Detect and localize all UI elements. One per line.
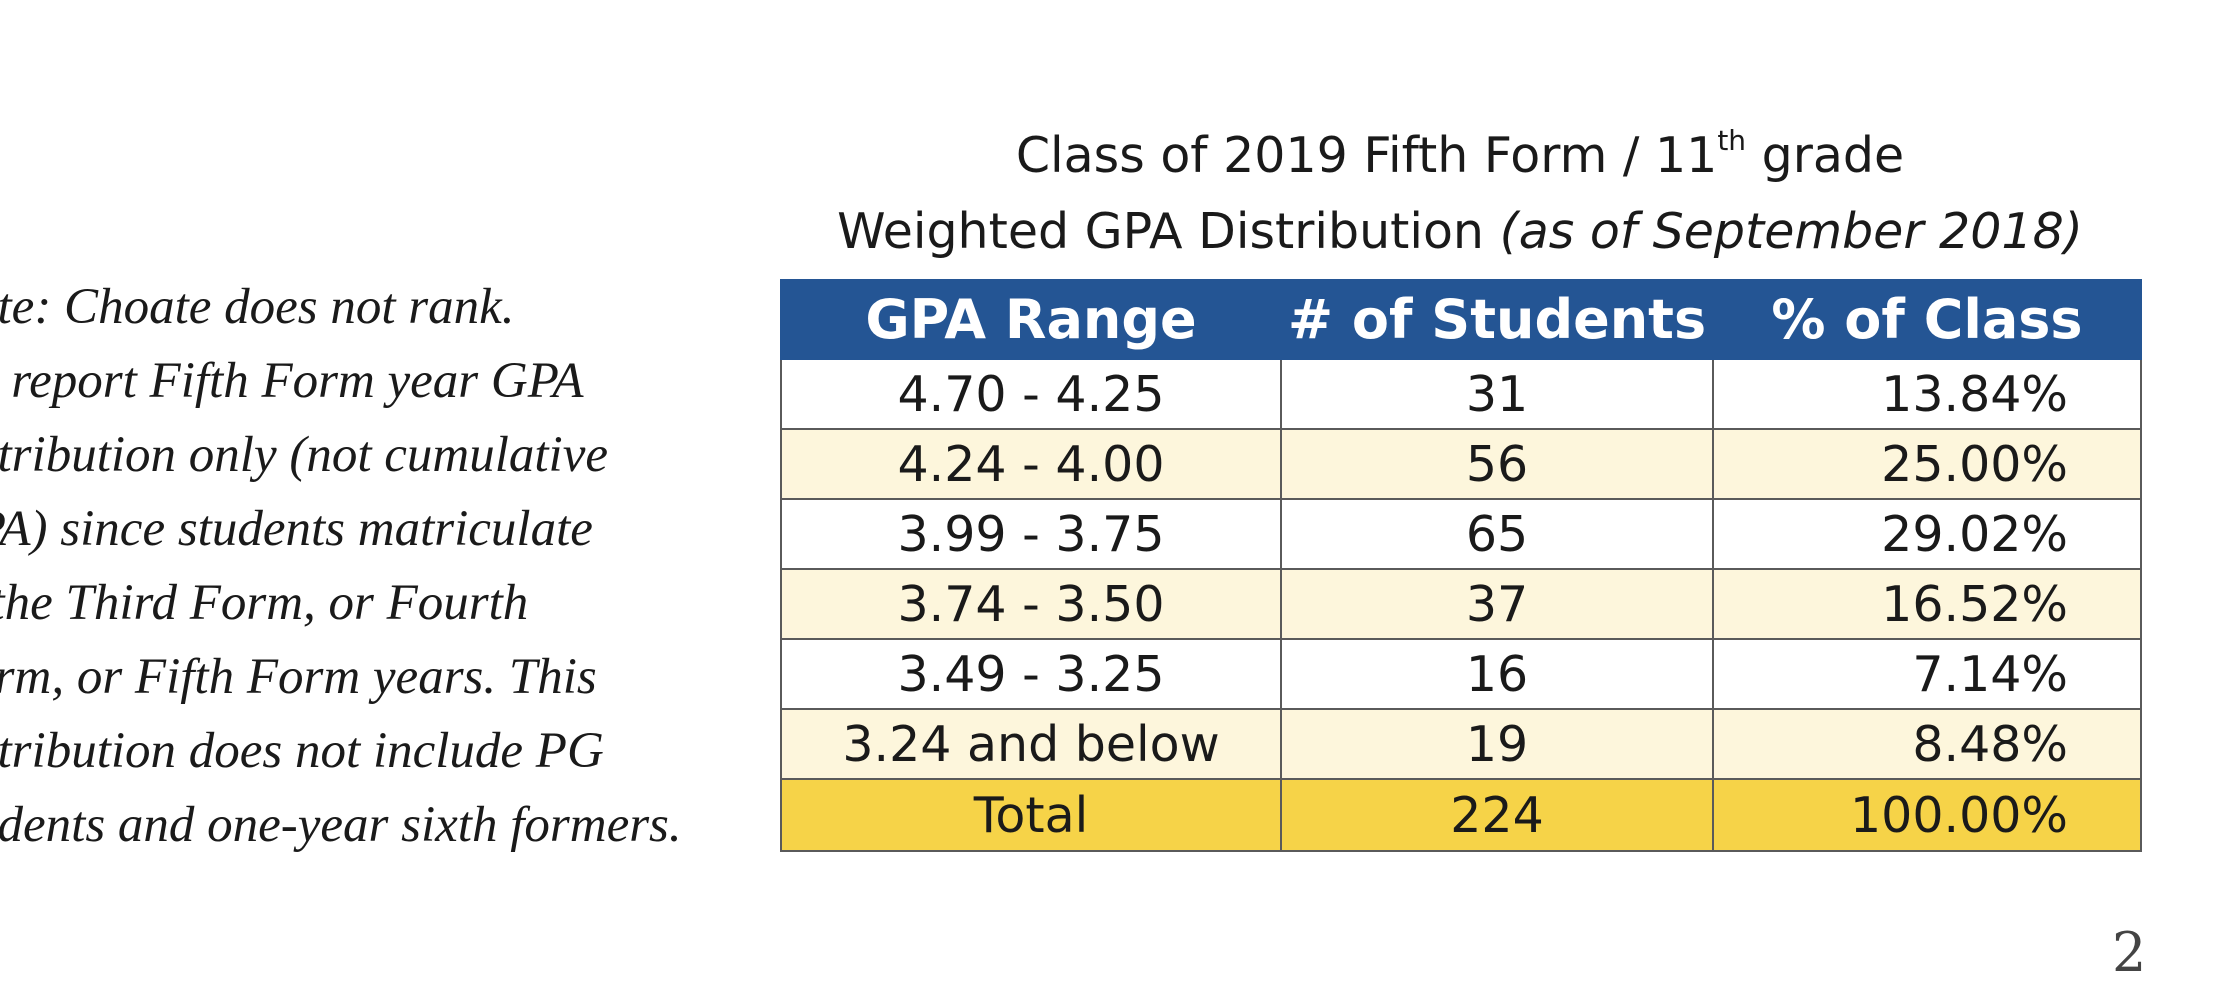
table-header-row: GPA Range # of Students % of Class xyxy=(780,279,2142,360)
title-grade-text: grade xyxy=(1746,127,1905,184)
total-percent: 100.00% xyxy=(1712,778,2142,852)
cell-gpa-range: 4.24 - 4.00 xyxy=(780,428,1282,500)
note-line: students and one-year sixth formers. xyxy=(0,797,682,853)
choate-rank-note: Note: Choate does not rank. We report Fi… xyxy=(0,270,738,862)
cell-students: 56 xyxy=(1280,428,1714,500)
cell-percent: 8.48% xyxy=(1712,708,2142,780)
cell-students: 65 xyxy=(1280,498,1714,570)
cell-students: 37 xyxy=(1280,568,1714,640)
note-line: distribution only (not cumulative xyxy=(0,427,608,483)
cell-percent: 13.84% xyxy=(1712,358,2142,430)
title-line-1: Class of 2019 Fifth Form / 11th grade xyxy=(780,118,2140,194)
table-row: 4.24 - 4.00 56 25.00% xyxy=(780,428,2142,500)
cell-gpa-range: 3.99 - 3.75 xyxy=(780,498,1282,570)
title-class-text: Class of 2019 Fifth Form / 11 xyxy=(1015,127,1718,184)
cell-percent: 29.02% xyxy=(1712,498,2142,570)
note-line: Note: Choate does not rank. xyxy=(0,279,515,335)
title-superscript: th xyxy=(1717,124,1747,157)
title-date-text: (as of September 2018) xyxy=(1499,203,2083,260)
gpa-distribution-table: GPA Range # of Students % of Class 4.70 … xyxy=(780,279,2142,852)
table-title: Class of 2019 Fifth Form / 11th grade We… xyxy=(780,118,2140,270)
cell-percent: 7.14% xyxy=(1712,638,2142,710)
note-line: distribution does not include PG xyxy=(0,723,604,779)
cell-students: 19 xyxy=(1280,708,1714,780)
title-line-2: Weighted GPA Distribution (as of Septemb… xyxy=(780,194,2140,270)
cell-students: 31 xyxy=(1280,358,1714,430)
cell-gpa-range: 3.49 - 3.25 xyxy=(780,638,1282,710)
cell-percent: 16.52% xyxy=(1712,568,2142,640)
header-num-students: # of Students xyxy=(1280,279,1714,360)
total-label: Total xyxy=(780,778,1282,852)
cell-percent: 25.00% xyxy=(1712,428,2142,500)
table-row: 3.99 - 3.75 65 29.02% xyxy=(780,498,2142,570)
table-total-row: Total 224 100.00% xyxy=(780,778,2142,852)
table-row: 3.49 - 3.25 16 7.14% xyxy=(780,638,2142,710)
cell-gpa-range: 3.24 and below xyxy=(780,708,1282,780)
total-students: 224 xyxy=(1280,778,1714,852)
page-number: 2 xyxy=(2112,921,2147,984)
cell-gpa-range: 4.70 - 4.25 xyxy=(780,358,1282,430)
cell-students: 16 xyxy=(1280,638,1714,710)
note-line: GPA) since students matriculate xyxy=(0,501,593,557)
table-row: 4.70 - 4.25 31 13.84% xyxy=(780,358,2142,430)
note-line: in the Third Form, or Fourth xyxy=(0,575,529,631)
cell-gpa-range: 3.74 - 3.50 xyxy=(780,568,1282,640)
title-distribution-text: Weighted GPA Distribution xyxy=(837,203,1500,260)
header-percent-class: % of Class xyxy=(1712,279,2142,360)
note-line: Form, or Fifth Form years. This xyxy=(0,649,597,705)
table-row: 3.74 - 3.50 37 16.52% xyxy=(780,568,2142,640)
note-line: We report Fifth Form year GPA xyxy=(0,353,584,409)
header-gpa-range: GPA Range xyxy=(780,279,1282,360)
table-row: 3.24 and below 19 8.48% xyxy=(780,708,2142,780)
